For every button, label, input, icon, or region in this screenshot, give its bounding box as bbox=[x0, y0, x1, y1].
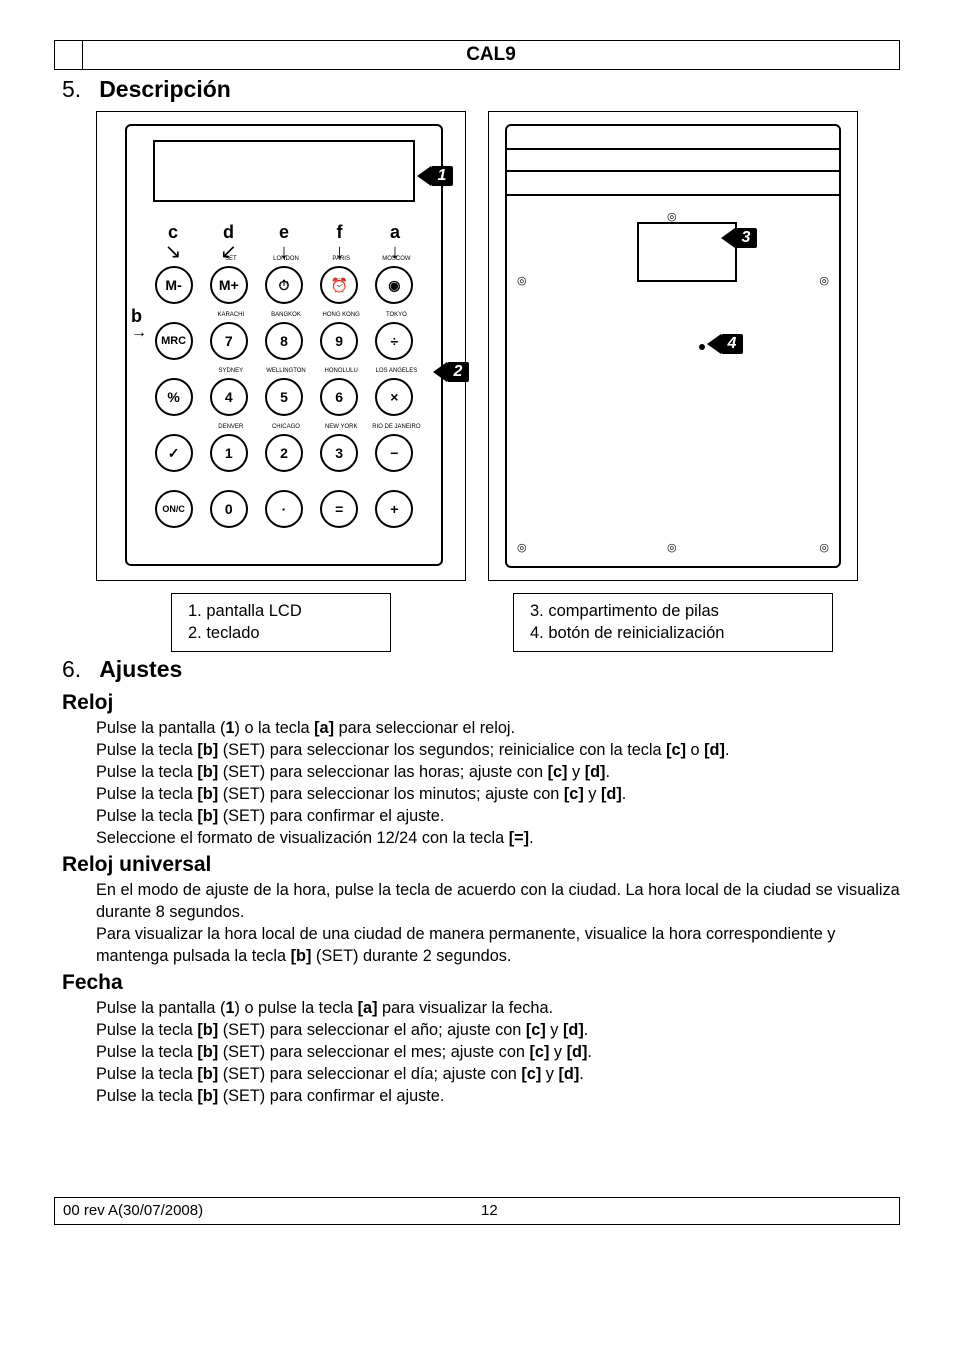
key-m-plus: SETM+ bbox=[210, 266, 248, 304]
key-3: NEW YORK3 bbox=[320, 434, 358, 472]
label-f: f bbox=[318, 222, 362, 243]
header-tab bbox=[55, 41, 83, 69]
label-d: d bbox=[207, 222, 251, 243]
key-minus: RIO DE JANEIRO− bbox=[375, 434, 413, 472]
section-5-title: Descripción bbox=[99, 76, 231, 103]
callout-2: 2 bbox=[433, 362, 469, 382]
legend-1: 1. pantalla LCD bbox=[188, 600, 374, 622]
screw-icon: ◎ bbox=[667, 541, 677, 554]
footer-rev: 00 rev A(30/07/2008) bbox=[55, 1198, 481, 1224]
key-equals: = bbox=[320, 490, 358, 528]
label-a: a bbox=[373, 222, 417, 243]
label-e: e bbox=[262, 222, 306, 243]
legend-right: 3. compartimento de pilas 4. botón de re… bbox=[513, 593, 833, 652]
key-divide: TOKYO÷ bbox=[375, 322, 413, 360]
doc-title: CAL9 bbox=[83, 41, 899, 69]
key-plus: + bbox=[375, 490, 413, 528]
callout-1: 1 bbox=[417, 166, 453, 186]
key-letter-labels: c d e f a bbox=[151, 222, 417, 243]
callout-4: 4 bbox=[707, 334, 743, 354]
header-box: CAL9 bbox=[54, 40, 900, 70]
callout-2-num: 2 bbox=[447, 362, 469, 382]
arrow-c-icon: ↘ bbox=[151, 242, 195, 262]
key-7: KARACHI7 bbox=[210, 322, 248, 360]
legend-4: 4. botón de reinicialización bbox=[530, 622, 816, 644]
screw-icon: ◎ bbox=[517, 274, 527, 287]
back-outline: ◎ ◎ ◎ ◎ ◎ ◎ bbox=[505, 124, 841, 568]
key-mrc: MRC bbox=[155, 322, 193, 360]
legend-3: 3. compartimento de pilas bbox=[530, 600, 816, 622]
section-6-title: Ajustes bbox=[99, 656, 182, 683]
key-timer: LONDON⏱ bbox=[265, 266, 303, 304]
legend-left: 1. pantalla LCD 2. teclado bbox=[171, 593, 391, 652]
key-dot: · bbox=[265, 490, 303, 528]
figure-back: ◎ ◎ ◎ ◎ ◎ ◎ 3 4 bbox=[488, 111, 858, 581]
reset-button-dot bbox=[699, 344, 705, 350]
callout-arrow-icon bbox=[707, 334, 721, 354]
section-5-heading: 5. Descripción bbox=[54, 76, 900, 103]
label-c: c bbox=[151, 222, 195, 243]
callout-3-num: 3 bbox=[735, 228, 757, 248]
key-4: SYDNEY4 bbox=[210, 378, 248, 416]
section-5-num: 5. bbox=[62, 76, 81, 103]
footer-box: 00 rev A(30/07/2008) 12 bbox=[54, 1197, 900, 1225]
key-8: BANGKOK8 bbox=[265, 322, 303, 360]
key-multiply: LOS ANGELES× bbox=[375, 378, 413, 416]
callout-4-num: 4 bbox=[721, 334, 743, 354]
screw-icon: ◎ bbox=[819, 541, 829, 554]
callout-arrow-icon bbox=[433, 362, 447, 382]
lcd-screen bbox=[153, 140, 415, 202]
back-top-ridges bbox=[507, 126, 839, 196]
callout-3: 3 bbox=[721, 228, 757, 248]
callout-arrow-icon bbox=[417, 166, 431, 186]
arrow-b-icon: → bbox=[131, 324, 147, 342]
section-6-num: 6. bbox=[62, 656, 81, 683]
fecha-heading: Fecha bbox=[54, 971, 900, 995]
device-outline: c d e f a ↘ ↙ ↓ ↓ ↓ b → bbox=[125, 124, 443, 566]
legend-2: 2. teclado bbox=[188, 622, 374, 644]
key-5: WELLINGTON5 bbox=[265, 378, 303, 416]
key-9: HONG KONG9 bbox=[320, 322, 358, 360]
key-2: CHICAGO2 bbox=[265, 434, 303, 472]
fecha-text: Pulse la pantalla (1) o pulse la tecla [… bbox=[54, 997, 900, 1107]
key-0: 0 bbox=[210, 490, 248, 528]
footer-page: 12 bbox=[481, 1198, 899, 1224]
key-percent: % bbox=[155, 378, 193, 416]
key-alarm: PARIS⏰ bbox=[320, 266, 358, 304]
figure-front: c d e f a ↘ ↙ ↓ ↓ ↓ b → bbox=[96, 111, 466, 581]
key-m-minus: M- bbox=[155, 266, 193, 304]
callout-arrow-icon bbox=[721, 228, 735, 248]
screw-icon: ◎ bbox=[517, 541, 527, 554]
reloj-universal-heading: Reloj universal bbox=[54, 853, 900, 877]
callout-1-num: 1 bbox=[431, 166, 453, 186]
key-on-c: ON/C bbox=[155, 490, 193, 528]
reloj-text: Pulse la pantalla (1) o la tecla [a] par… bbox=[54, 717, 900, 849]
key-a: MOSCOW◉ bbox=[375, 266, 413, 304]
key-1: DENVER1 bbox=[210, 434, 248, 472]
keypad: M- SETM+ LONDON⏱ PARIS⏰ MOSCOW◉ MRC KARA… bbox=[151, 266, 417, 528]
key-check: ✓ bbox=[155, 434, 193, 472]
reloj-heading: Reloj bbox=[54, 691, 900, 715]
reloj-universal-text: En el modo de ajuste de la hora, pulse l… bbox=[54, 879, 900, 967]
key-6: HONOLULU6 bbox=[320, 378, 358, 416]
section-6-heading: 6. Ajustes bbox=[54, 656, 900, 683]
screw-icon: ◎ bbox=[819, 274, 829, 287]
screw-icon: ◎ bbox=[667, 210, 677, 223]
